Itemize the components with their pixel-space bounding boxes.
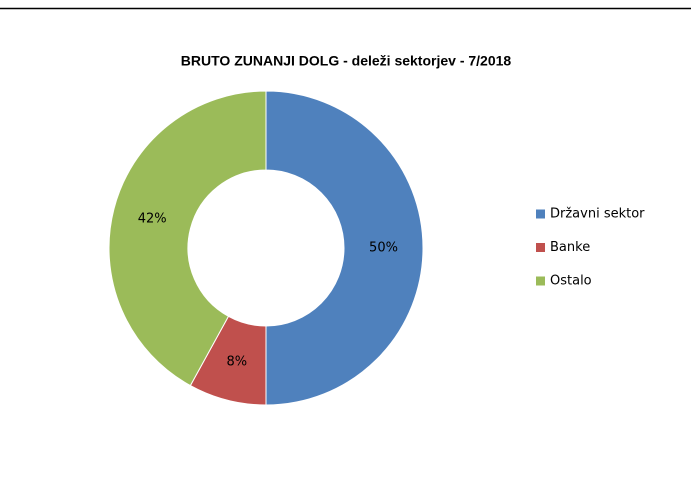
chart-title: BRUTO ZUNANJI DOLG - deleži sektorjev - … [181, 53, 512, 69]
legend-swatch [536, 243, 545, 252]
legend-label: Ostalo [550, 274, 592, 289]
legend-swatch [536, 209, 545, 219]
data-label: 42% [138, 211, 167, 226]
legend-label: Banke [550, 240, 590, 255]
data-label: 50% [369, 241, 398, 256]
data-label: 8% [226, 354, 247, 369]
donut-segment [265, 90, 424, 406]
donut-segment [108, 90, 267, 387]
legend-label: Državni sektor [550, 207, 645, 222]
legend-swatch [536, 276, 545, 286]
